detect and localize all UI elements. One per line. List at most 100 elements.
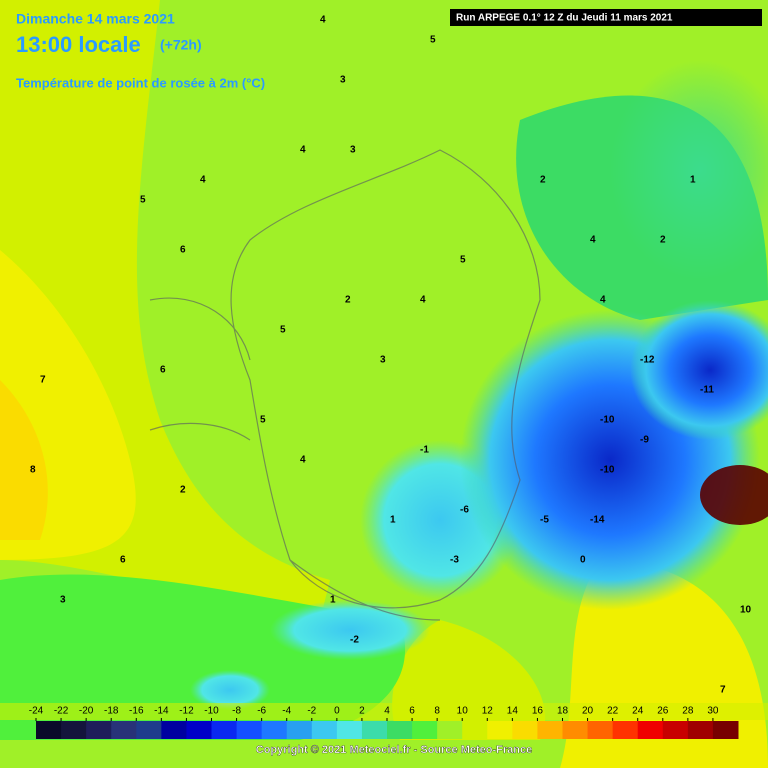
color-cell	[111, 721, 137, 739]
contour-label: -11	[700, 385, 714, 396]
contour-label: 4	[300, 145, 306, 156]
contour-label: 3	[350, 145, 356, 156]
tick-label: -8	[232, 706, 241, 717]
contour-label: 5	[260, 415, 266, 426]
color-cell	[462, 721, 488, 739]
color-cell	[261, 721, 288, 739]
contour-label: -1	[420, 445, 429, 456]
tick-label: -6	[257, 706, 266, 717]
tick-label: -18	[104, 706, 119, 717]
color-cell	[286, 721, 313, 739]
color-cell	[211, 721, 238, 739]
contour-label: 1	[690, 175, 696, 186]
color-cell	[487, 721, 513, 739]
tick-label: 6	[409, 706, 415, 717]
contour-label: 4	[600, 295, 606, 306]
tick-label: -2	[307, 706, 316, 717]
contour-label: -5	[540, 515, 549, 526]
tick-label: 18	[557, 706, 569, 717]
tick-label: -20	[79, 706, 94, 717]
contour-label: 2	[180, 485, 186, 496]
colorbar: -24 -22 -20 -18 -16 -14 -12 -10 -8 -6 -4 -2 0 2 4 6 8 10 1…	[0, 703, 768, 739]
contour-label: -10	[600, 465, 615, 476]
tick-label: 28	[682, 706, 694, 717]
tick-label: 16	[532, 706, 544, 717]
color-cell	[712, 721, 739, 739]
contour-label: 4	[590, 235, 596, 246]
tick-label: -14	[154, 706, 169, 717]
color-cell	[361, 721, 388, 739]
contour-label: -12	[640, 355, 655, 366]
colorbar-bg	[0, 703, 768, 720]
contour-label: 5	[460, 255, 466, 266]
color-cell	[236, 721, 263, 739]
tick-label: -24	[29, 706, 44, 717]
contour-label: -6	[460, 505, 469, 516]
borders	[149, 149, 541, 621]
color-cell	[512, 721, 538, 739]
tick-label: -16	[129, 706, 144, 717]
color-cell	[387, 721, 413, 739]
contour-label: 3	[380, 355, 386, 366]
contour-label: 2	[345, 295, 351, 306]
color-cell	[36, 721, 62, 739]
color-cell	[61, 721, 87, 739]
color-cell	[537, 721, 563, 739]
contour-label: 10	[740, 605, 752, 616]
tick-label: -12	[179, 706, 194, 717]
contour-label: 4	[320, 15, 326, 26]
contour-label: 8	[30, 465, 36, 476]
tick-label: 0	[334, 706, 340, 717]
lead-time: (+72h)	[160, 37, 202, 53]
color-cell	[687, 721, 714, 739]
color-cell	[662, 721, 689, 739]
contour-label: -14	[590, 515, 605, 526]
contour-label: 1	[330, 595, 336, 606]
copyright: Copyright © 2021 Meteociel.fr - Source M…	[256, 744, 532, 756]
contour-label: 7	[40, 375, 46, 386]
tick-label: 2	[359, 706, 365, 717]
color-cell	[161, 721, 187, 739]
contour-label: 2	[660, 235, 666, 246]
parameter: Température de point de rosée à 2m (°C)	[16, 75, 265, 90]
tick-label: -10	[204, 706, 219, 717]
contour-label: 4	[420, 295, 426, 306]
tick-label: 8	[434, 706, 440, 717]
color-cell	[637, 721, 664, 739]
contour-label: -2	[350, 635, 359, 646]
tick-label: 14	[507, 706, 519, 717]
contour-label: -10	[600, 415, 615, 426]
tick-label: 12	[482, 706, 494, 717]
color-cell	[186, 721, 212, 739]
contour-label: -3	[450, 555, 459, 566]
tick-label: 24	[632, 706, 644, 717]
tick-label: 10	[457, 706, 469, 717]
contour-label: -9	[640, 435, 649, 446]
contour-label: 5	[140, 195, 146, 206]
tick-label: -4	[282, 706, 291, 717]
contour-label: 7	[720, 685, 726, 696]
contour-label: 6	[180, 245, 186, 256]
color-cell	[336, 721, 363, 739]
tick-label: 26	[657, 706, 669, 717]
contour-label: 5	[430, 35, 436, 46]
color-cell	[136, 721, 162, 739]
contour-label: 5	[280, 325, 286, 336]
tick-label: 30	[707, 706, 719, 717]
contour-label: 1	[390, 515, 396, 526]
color-cell	[562, 721, 589, 739]
tick-label: 20	[582, 706, 594, 717]
color-cell	[86, 721, 112, 739]
tick-label: -22	[54, 706, 69, 717]
contour-label: 3	[60, 595, 66, 606]
color-cell	[412, 721, 438, 739]
contour-label: 0	[580, 555, 586, 566]
contour-label: 6	[120, 555, 126, 566]
contour-label: 6	[160, 365, 166, 376]
color-cell	[311, 721, 338, 739]
run-banner	[450, 9, 762, 26]
contour-label: 2	[540, 175, 546, 186]
